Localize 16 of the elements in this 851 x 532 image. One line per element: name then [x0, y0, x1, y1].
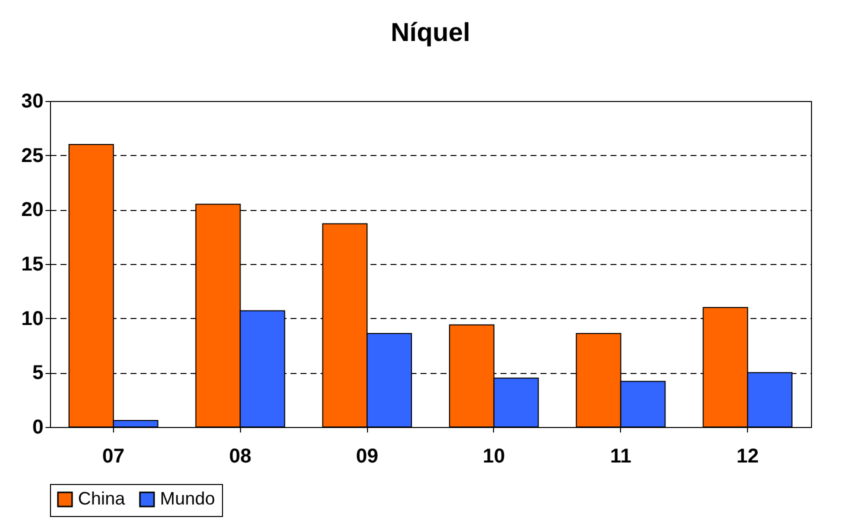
y-tick-label: 10	[21, 308, 44, 330]
legend-label: Mundo	[160, 488, 216, 508]
y-tick-label: 5	[32, 362, 44, 384]
x-tick-label: 11	[610, 446, 632, 468]
y-tick-label: 25	[21, 144, 44, 167]
legend-label: China	[78, 488, 126, 508]
x-tick-label: 08	[229, 446, 252, 468]
y-tick-label: 15	[21, 254, 44, 276]
y-tick-label: 30	[21, 90, 44, 112]
x-tick-label: 07	[102, 446, 125, 468]
chart-title: Níquel	[390, 17, 470, 47]
x-tick-label: 12	[736, 446, 759, 468]
y-tick-label: 20	[21, 199, 44, 222]
x-tick-label: 10	[482, 446, 506, 468]
x-tick-label: 09	[356, 446, 378, 468]
y-tick-label: 0	[32, 416, 44, 438]
